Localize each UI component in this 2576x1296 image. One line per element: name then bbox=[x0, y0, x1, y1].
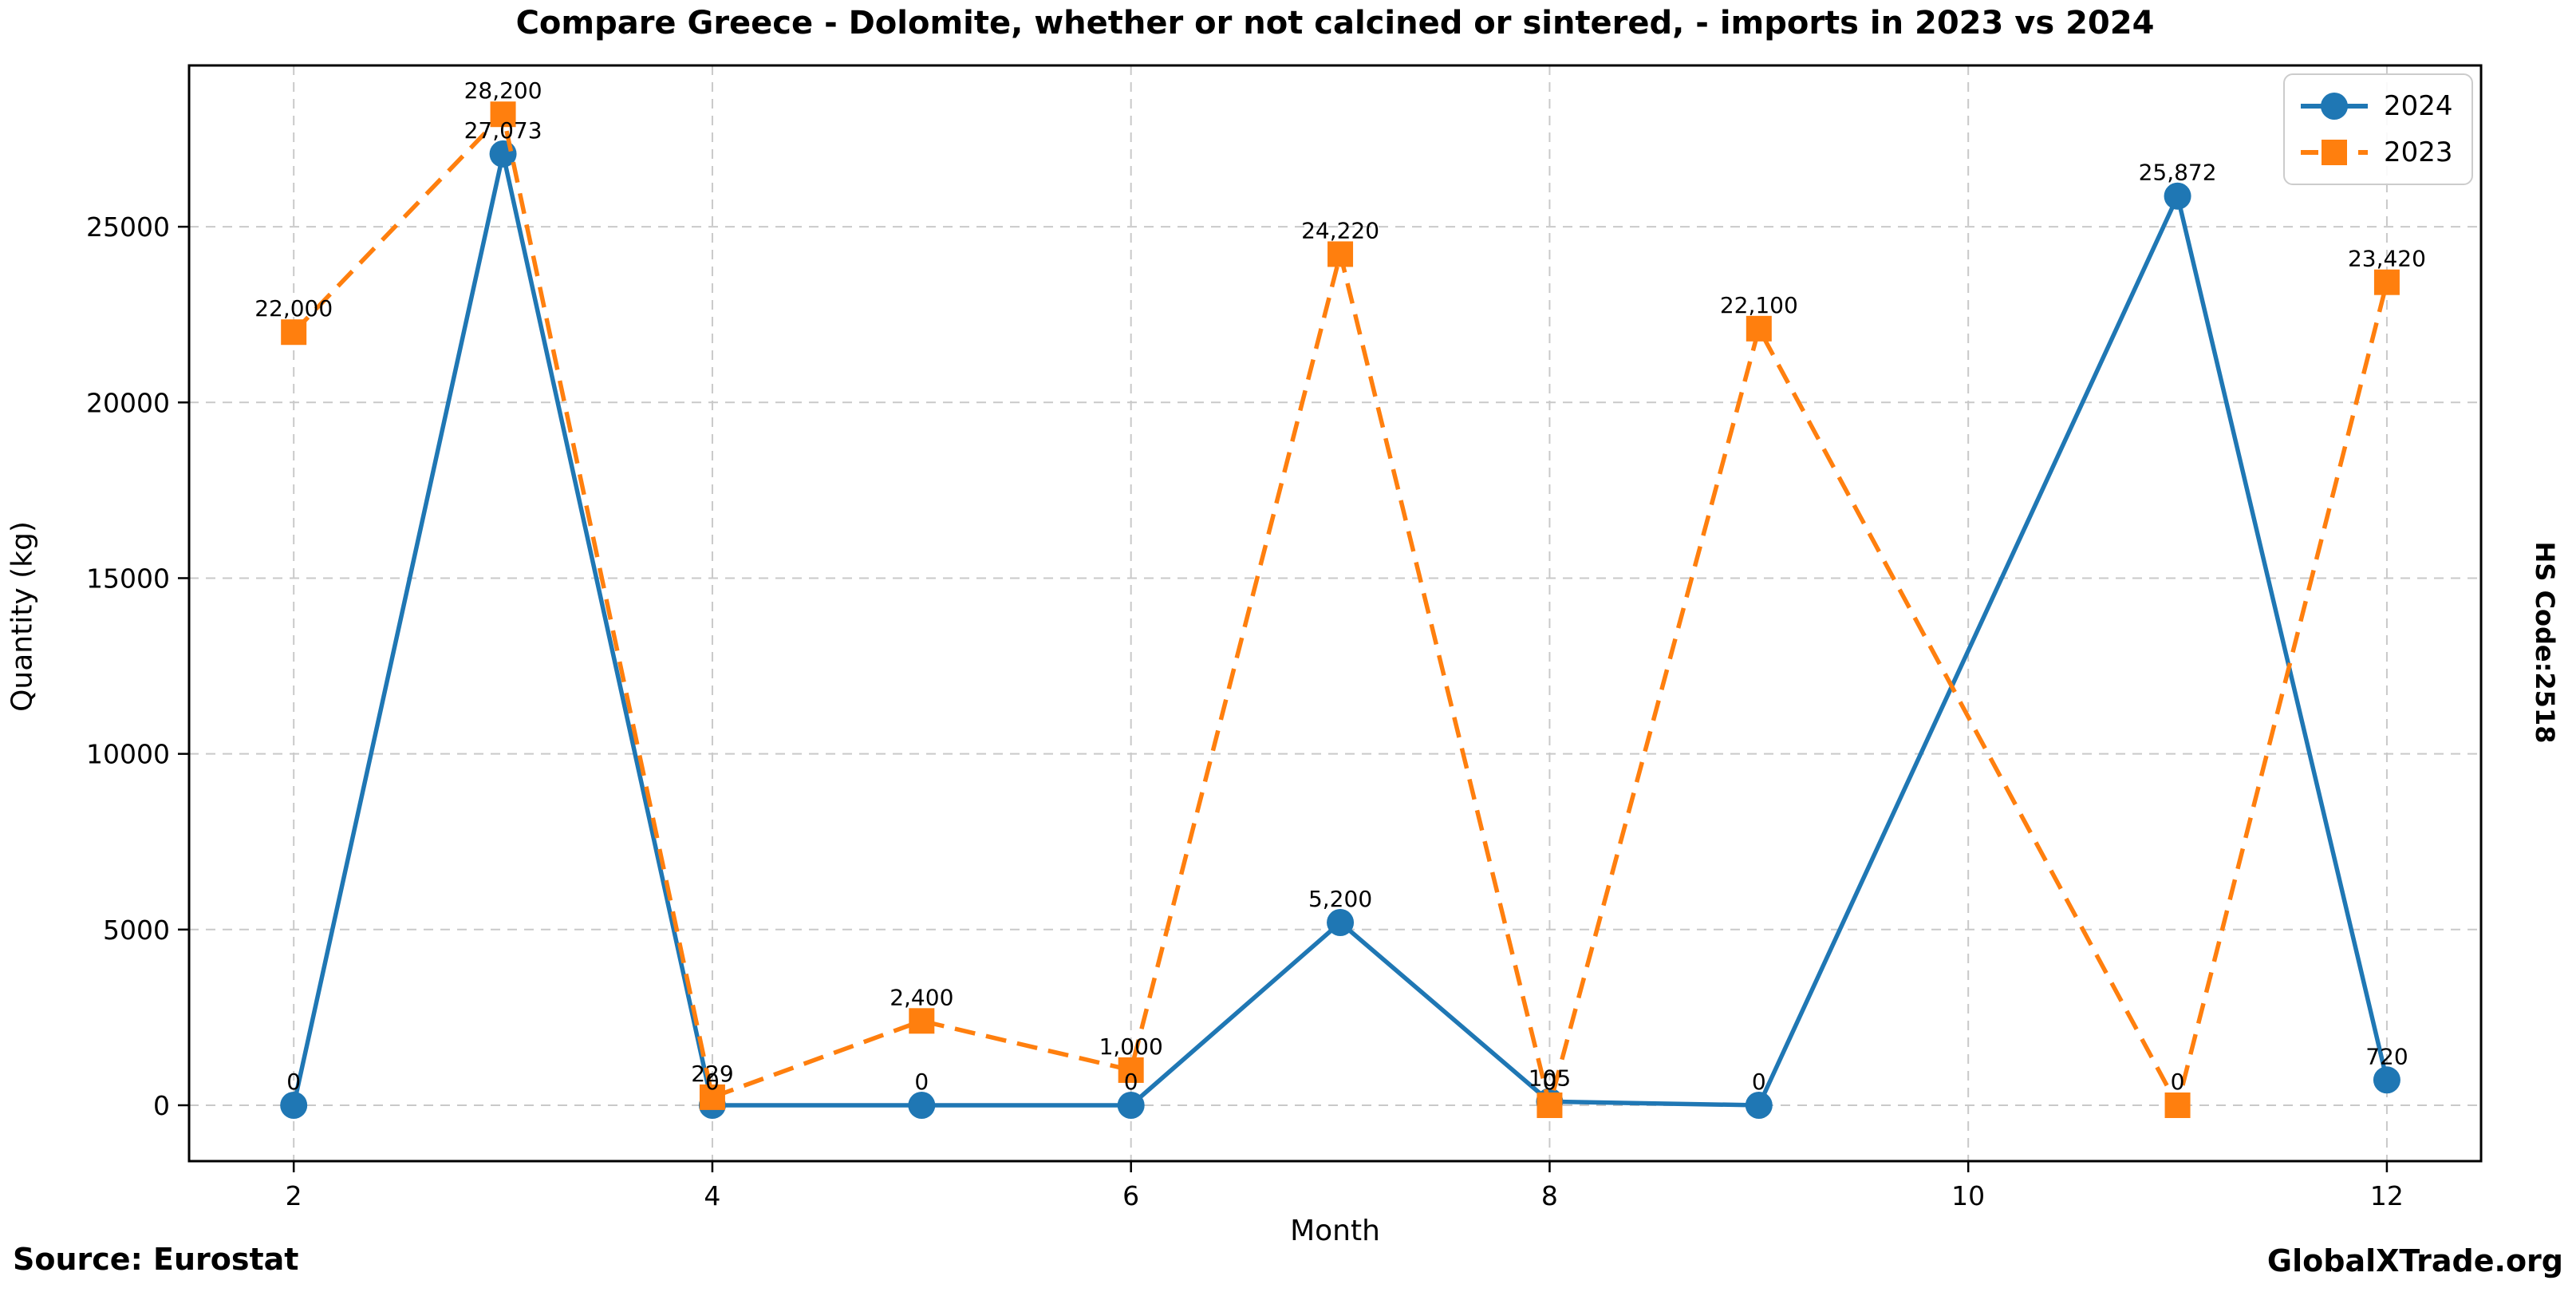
data-point-marker bbox=[1537, 1092, 1563, 1118]
y-tick-label: 0 bbox=[153, 1090, 170, 1121]
series-2023 bbox=[281, 101, 2400, 1118]
data-point-label: 0 bbox=[705, 1069, 720, 1095]
data-point-label: 0 bbox=[1124, 1069, 1138, 1095]
data-point-label: 23,420 bbox=[2348, 246, 2426, 272]
data-point-label: 24,220 bbox=[1301, 217, 1379, 243]
y-tick-label: 20000 bbox=[86, 387, 170, 418]
series-2024 bbox=[280, 140, 2400, 1119]
x-tick-label: 12 bbox=[2370, 1180, 2404, 1211]
data-point-marker bbox=[2164, 1092, 2191, 1118]
y-tick-label: 15000 bbox=[86, 563, 170, 594]
data-point-label: 105 bbox=[1529, 1065, 1571, 1091]
data-point-marker bbox=[2373, 1066, 2400, 1094]
data-point-label: 229 bbox=[691, 1061, 733, 1087]
data-point-marker bbox=[1745, 1091, 1773, 1119]
data-point-marker bbox=[2373, 269, 2400, 295]
data-point-marker bbox=[1327, 909, 1355, 937]
data-point-marker bbox=[1327, 241, 1354, 267]
chart-title: Compare Greece - Dolomite, whether or no… bbox=[515, 5, 2155, 41]
legend-item-2023: 2023 bbox=[2298, 132, 2457, 172]
data-point-label: 5,200 bbox=[1308, 886, 1372, 912]
series-2023-line bbox=[292, 109, 2389, 1112]
data-point-label: 27,073 bbox=[464, 117, 542, 144]
data-point-label: 22,000 bbox=[254, 295, 333, 322]
data-point-marker bbox=[1746, 315, 1772, 342]
data-point-label: 22,100 bbox=[1720, 292, 1798, 318]
x-tick-label: 4 bbox=[704, 1180, 720, 1211]
x-axis-label: Month bbox=[1290, 1215, 1380, 1247]
data-point-label: 0 bbox=[2171, 1069, 2185, 1095]
data-point-label: 0 bbox=[286, 1069, 301, 1095]
data-point-marker bbox=[909, 1008, 935, 1034]
gridlines bbox=[189, 65, 2481, 1161]
legend-label-2023: 2023 bbox=[2384, 136, 2453, 168]
data-point-label: 1,000 bbox=[1099, 1033, 1163, 1060]
axis-ticks: 2 4 6 8 10 12 0 5000 10000 15000 20000 25000 bbox=[86, 211, 2404, 1211]
legend-2024-marker-icon bbox=[2301, 93, 2368, 120]
y-tick-label: 10000 bbox=[86, 739, 170, 770]
source-credit: Source: Eurostat bbox=[13, 1242, 299, 1277]
data-point-marker bbox=[281, 319, 307, 346]
x-tick-label: 6 bbox=[1122, 1180, 1139, 1211]
y-tick-label: 5000 bbox=[103, 915, 170, 946]
data-point-label: 720 bbox=[2365, 1043, 2408, 1069]
data-point-label: 0 bbox=[1752, 1069, 1766, 1095]
data-point-marker bbox=[1118, 1057, 1144, 1083]
data-point-marker bbox=[280, 1091, 308, 1119]
x-tick-label: 2 bbox=[286, 1180, 302, 1211]
brand-credit: GlobalXTrade.org bbox=[2266, 1243, 2563, 1278]
x-tick-label: 10 bbox=[1951, 1180, 1985, 1211]
legend: 2024 2023 bbox=[2283, 73, 2473, 185]
data-point-label: 25,872 bbox=[2139, 160, 2217, 186]
data-point-marker bbox=[699, 1084, 725, 1110]
legend-label-2024: 2024 bbox=[2384, 90, 2453, 122]
data-point-label: 2,400 bbox=[890, 984, 953, 1010]
legend-item-2024: 2024 bbox=[2298, 86, 2457, 126]
series-2023-labels: 22,000 28,200 229 2,400 1,000 24,220 0 22,100 0 2… bbox=[254, 77, 2426, 1095]
y-axis-label: Quantity (kg) bbox=[6, 521, 39, 712]
series-2024-line bbox=[291, 153, 2389, 1108]
legend-2023-marker-icon bbox=[2301, 140, 2368, 165]
y-tick-label: 25000 bbox=[86, 211, 170, 243]
data-point-label: 0 bbox=[1543, 1069, 1557, 1095]
data-point-marker bbox=[908, 1091, 936, 1119]
hs-code-label: HS Code:2518 bbox=[2530, 541, 2560, 744]
data-point-marker bbox=[2164, 182, 2191, 210]
x-tick-label: 8 bbox=[1541, 1180, 1558, 1211]
data-point-label: 0 bbox=[914, 1069, 929, 1095]
plot-border bbox=[187, 64, 2483, 1163]
data-point-marker bbox=[1117, 1091, 1145, 1119]
data-point-label: 28,200 bbox=[464, 77, 542, 104]
data-point-marker bbox=[490, 101, 516, 128]
